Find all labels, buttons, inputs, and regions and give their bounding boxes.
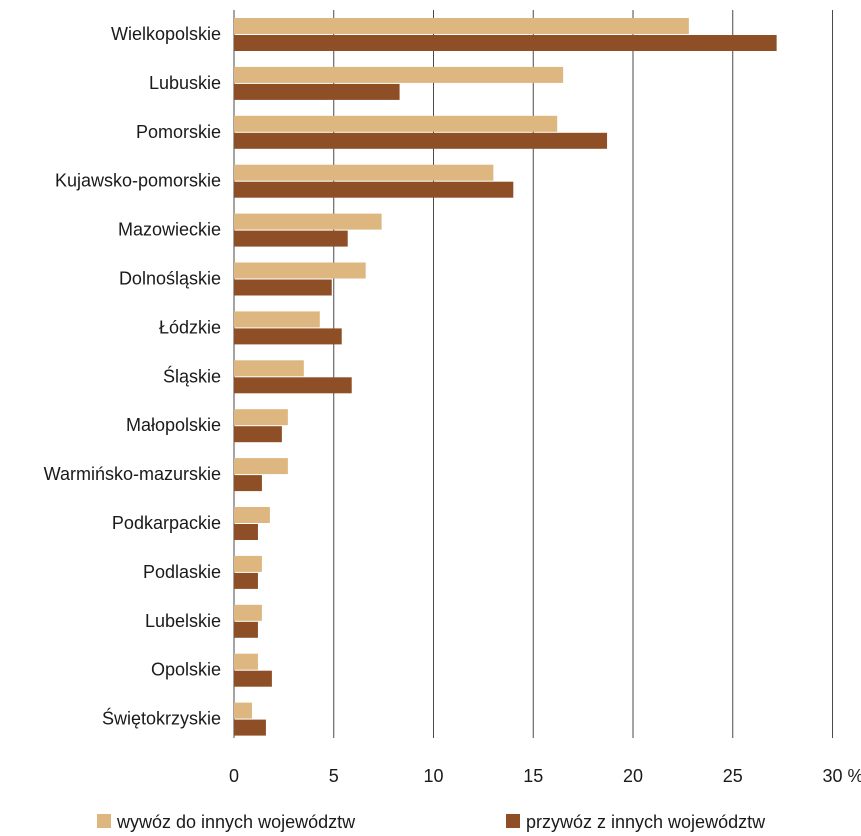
bar-export-4 [234, 213, 382, 230]
legend-label-export: wywóz do innych województw [116, 812, 356, 832]
category-label: Mazowieckie [118, 220, 221, 240]
legend-swatch-import [506, 814, 520, 828]
bar-export-11 [234, 555, 262, 572]
legend-swatch-export [97, 814, 111, 828]
bar-import-4 [234, 230, 348, 247]
bar-import-1 [234, 83, 400, 100]
x-tick-label: 0 [229, 766, 239, 786]
x-tick-label: 15 [523, 766, 543, 786]
bar-import-0 [234, 35, 777, 51]
category-label: Podlaskie [143, 562, 221, 582]
category-label: Pomorskie [136, 122, 221, 142]
x-tick-label: 20 [623, 766, 643, 786]
bar-import-6 [234, 328, 342, 345]
category-label: Lubuskie [149, 73, 221, 93]
bar-import-10 [234, 524, 258, 540]
legend: wywóz do innych województw przywóz z inn… [97, 812, 766, 832]
category-label: Podkarpackie [112, 513, 221, 533]
x-tick-labels: 0 5 10 15 20 25 30 % [229, 766, 861, 786]
category-labels: Wielkopolskie Lubuskie Pomorskie Kujawsko-p… [44, 24, 221, 729]
x-tick-label: 5 [329, 766, 339, 786]
category-label: Małopolskie [126, 415, 221, 435]
bars [234, 18, 777, 736]
category-label: Kujawsko-pomorskie [55, 171, 221, 191]
x-tick-label: 25 [723, 766, 743, 786]
category-label: Opolskie [151, 660, 221, 680]
bar-import-14 [234, 719, 266, 736]
bar-export-1 [234, 66, 564, 83]
bar-import-8 [234, 426, 282, 443]
bar-export-14 [234, 702, 252, 719]
bar-import-12 [234, 621, 258, 638]
bar-export-5 [234, 262, 366, 279]
bar-export-13 [234, 653, 258, 670]
bar-import-9 [234, 475, 262, 492]
category-label: Wielkopolskie [111, 24, 221, 44]
category-label: Lubelskie [145, 611, 221, 631]
category-label: Warmińsko-mazurskie [44, 464, 221, 484]
x-tick-label: 10 [423, 766, 443, 786]
bar-import-11 [234, 572, 258, 589]
category-label: Dolnośląskie [119, 269, 221, 289]
x-tick-label: 30 % [823, 766, 861, 786]
bar-export-2 [234, 115, 558, 132]
category-label: Świętokrzyskie [102, 708, 221, 729]
bar-export-10 [234, 507, 270, 523]
bar-export-0 [234, 18, 689, 34]
legend-label-import: przywóz z innych województw [526, 812, 766, 832]
bar-import-3 [234, 181, 514, 198]
bar-export-6 [234, 311, 320, 328]
bar-export-12 [234, 604, 262, 621]
bar-import-7 [234, 377, 352, 394]
bar-import-13 [234, 670, 272, 687]
bar-import-2 [234, 132, 608, 149]
category-label: Śląskie [163, 365, 221, 386]
bar-export-8 [234, 409, 288, 426]
bar-export-7 [234, 360, 304, 377]
category-label: Łódzkie [159, 317, 221, 337]
bar-export-3 [234, 164, 494, 181]
bar-export-9 [234, 458, 288, 475]
bar-import-5 [234, 279, 332, 296]
